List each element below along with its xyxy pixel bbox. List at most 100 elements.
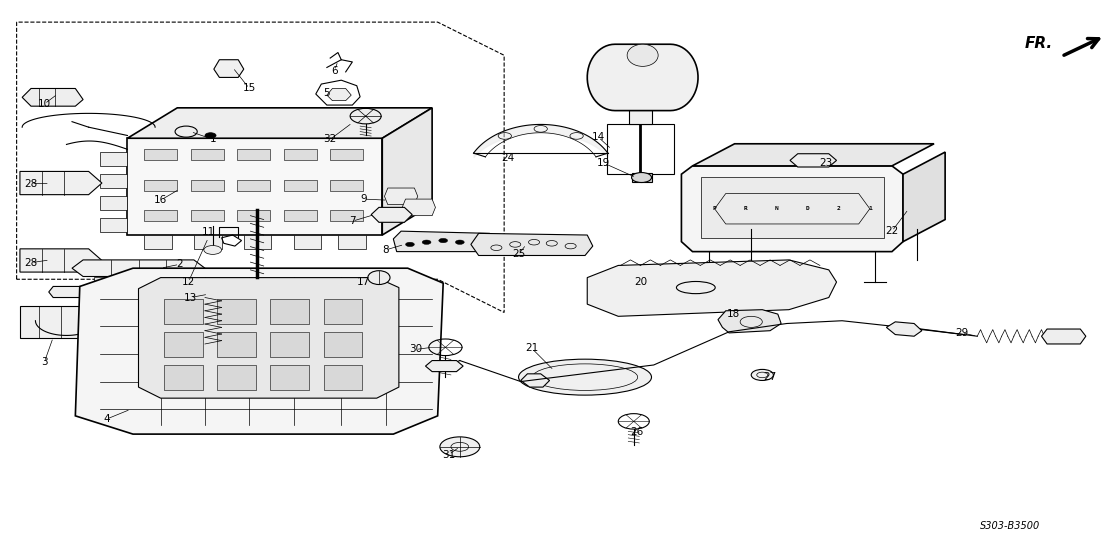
Text: 28: 28 — [24, 179, 38, 189]
Polygon shape — [214, 60, 244, 77]
Text: 1: 1 — [209, 134, 216, 144]
Polygon shape — [338, 235, 366, 249]
Ellipse shape — [519, 359, 652, 395]
Bar — [270, 299, 309, 324]
Text: 32: 32 — [324, 134, 337, 144]
Text: 2: 2 — [837, 206, 841, 211]
Text: 20: 20 — [634, 277, 647, 287]
Polygon shape — [20, 249, 102, 272]
Text: 31: 31 — [442, 450, 455, 460]
Polygon shape — [718, 310, 781, 333]
Text: D: D — [806, 206, 810, 211]
Polygon shape — [100, 218, 127, 232]
Text: 22: 22 — [885, 226, 899, 236]
Bar — [217, 299, 256, 324]
Ellipse shape — [632, 173, 652, 182]
Polygon shape — [471, 233, 593, 255]
Bar — [270, 332, 309, 357]
Text: N: N — [774, 206, 779, 211]
Polygon shape — [144, 235, 172, 249]
Text: 9: 9 — [360, 194, 367, 204]
Polygon shape — [1042, 329, 1086, 344]
Polygon shape — [384, 188, 418, 205]
Bar — [324, 365, 362, 390]
Bar — [632, 173, 652, 182]
Bar — [155, 276, 168, 284]
Text: 28: 28 — [24, 258, 38, 268]
Text: 5: 5 — [324, 88, 330, 98]
Bar — [324, 332, 362, 357]
Text: 25: 25 — [512, 249, 525, 259]
Text: 30: 30 — [409, 345, 422, 354]
Bar — [183, 276, 196, 284]
Polygon shape — [244, 235, 271, 249]
Text: 17: 17 — [357, 277, 370, 287]
Ellipse shape — [368, 270, 390, 285]
Text: 16: 16 — [154, 195, 167, 205]
Circle shape — [205, 133, 216, 138]
Bar — [191, 210, 224, 221]
Bar — [607, 124, 674, 174]
Bar — [330, 210, 363, 221]
Bar — [701, 177, 884, 238]
Polygon shape — [425, 361, 463, 372]
Polygon shape — [49, 286, 102, 298]
Bar — [94, 276, 107, 284]
Polygon shape — [402, 199, 435, 216]
Ellipse shape — [627, 44, 658, 66]
Text: 29: 29 — [955, 328, 968, 338]
Bar — [324, 299, 362, 324]
Polygon shape — [393, 231, 493, 252]
Polygon shape — [382, 108, 432, 235]
Polygon shape — [886, 322, 922, 336]
Circle shape — [439, 238, 448, 243]
Polygon shape — [75, 268, 443, 434]
Text: S303-B3500: S303-B3500 — [981, 521, 1040, 531]
Bar — [164, 365, 203, 390]
Text: 14: 14 — [592, 132, 605, 142]
Polygon shape — [127, 108, 432, 138]
Bar — [237, 180, 270, 191]
Polygon shape — [22, 88, 83, 106]
Polygon shape — [587, 44, 698, 111]
Bar — [191, 149, 224, 160]
Text: 3: 3 — [41, 357, 48, 367]
Text: 13: 13 — [184, 293, 197, 302]
Circle shape — [440, 437, 480, 457]
Text: 24: 24 — [501, 153, 514, 163]
Bar — [164, 332, 203, 357]
Circle shape — [455, 240, 464, 244]
Text: 4: 4 — [103, 414, 110, 424]
Polygon shape — [72, 260, 205, 276]
Polygon shape — [20, 171, 102, 195]
Bar — [144, 210, 177, 221]
Bar — [144, 180, 177, 191]
Polygon shape — [194, 235, 222, 249]
Polygon shape — [587, 260, 837, 316]
Polygon shape — [521, 374, 550, 387]
Circle shape — [751, 369, 773, 380]
Circle shape — [472, 242, 481, 247]
Bar — [217, 365, 256, 390]
Bar — [237, 210, 270, 221]
Bar — [330, 149, 363, 160]
Bar — [237, 149, 270, 160]
Bar — [330, 180, 363, 191]
Polygon shape — [692, 144, 934, 166]
Text: 7: 7 — [349, 216, 356, 226]
Circle shape — [422, 240, 431, 244]
Text: FR.: FR. — [1025, 35, 1053, 51]
Bar — [270, 365, 309, 390]
Text: 21: 21 — [525, 343, 538, 353]
Text: 2: 2 — [176, 259, 183, 269]
Bar — [629, 108, 652, 124]
Polygon shape — [371, 207, 412, 222]
Bar — [284, 210, 317, 221]
Text: 19: 19 — [597, 158, 611, 168]
Bar — [164, 299, 203, 324]
Bar — [284, 149, 317, 160]
Bar — [122, 276, 135, 284]
Text: 23: 23 — [819, 158, 832, 168]
Text: 27: 27 — [763, 372, 777, 382]
Text: 6: 6 — [331, 66, 338, 76]
